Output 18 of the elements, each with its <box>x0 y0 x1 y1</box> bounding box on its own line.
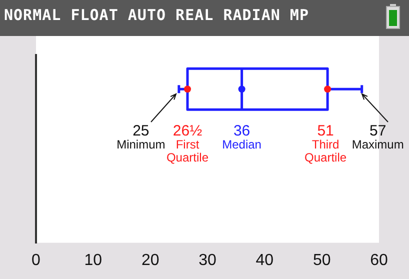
annotation: 51 <box>317 122 334 140</box>
annotation: 57 <box>370 122 386 140</box>
annotation: 25 <box>132 122 150 140</box>
annotation: Median <box>222 137 262 152</box>
x-tick-label: 10 <box>84 252 102 269</box>
annotation: Minimum <box>116 137 166 152</box>
annotation: Third Quartile <box>304 137 347 164</box>
x-tick-label: 40 <box>256 252 274 269</box>
x-tick-label: 30 <box>198 252 216 269</box>
annotation: Maximum <box>352 137 404 152</box>
annotation: 26½ <box>172 122 203 140</box>
x-tick-label: 0 <box>32 252 41 269</box>
chart-title: NORMAL FLOAT AUTO REAL RADIAN MP <box>4 6 309 24</box>
x-tick-label: 60 <box>370 252 388 269</box>
annotation: First Quartile <box>166 137 209 164</box>
x-tick-label: 20 <box>141 252 160 269</box>
annotation: 36 <box>233 122 250 140</box>
x-tick-label: 50 <box>312 252 331 269</box>
